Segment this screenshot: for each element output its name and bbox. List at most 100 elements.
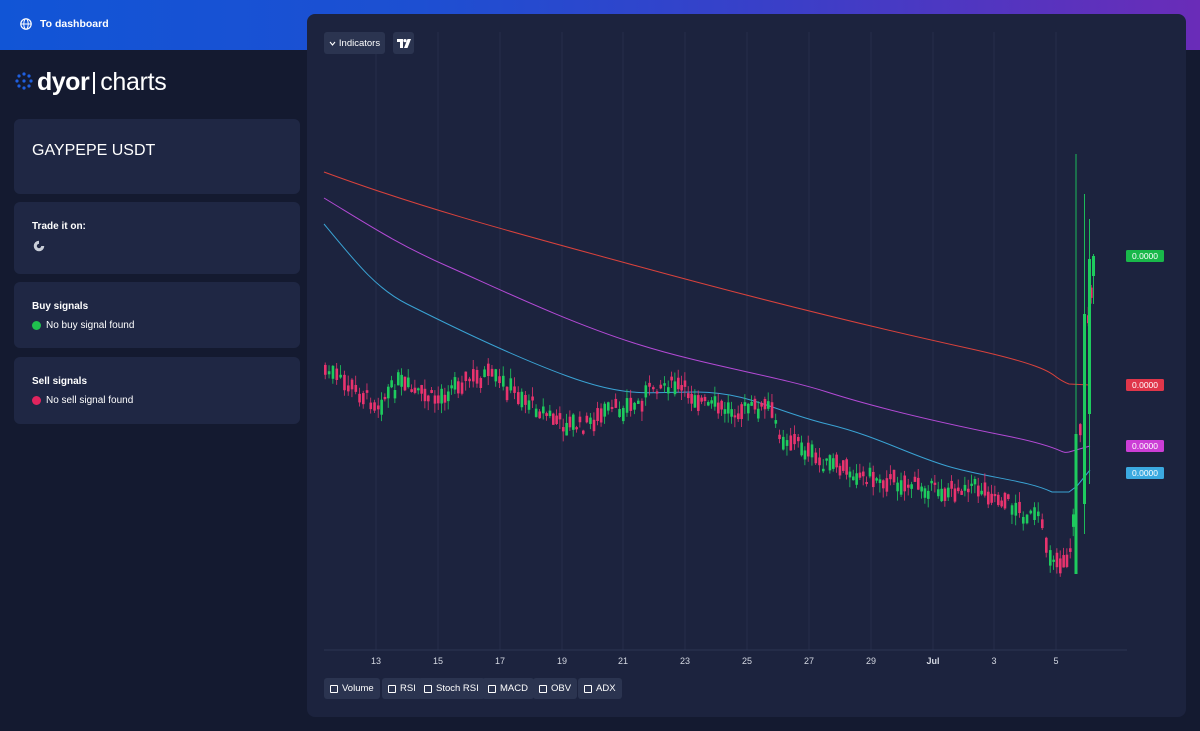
candle-up xyxy=(730,409,733,417)
candle-up xyxy=(450,385,453,389)
price-label-text: 0.0000 xyxy=(1132,468,1158,478)
indicator-toggle-label: Volume xyxy=(342,683,374,694)
indicator-toggle-label: RSI xyxy=(400,683,416,694)
candle-down xyxy=(430,390,433,393)
candle-up xyxy=(637,400,640,404)
candle-down xyxy=(703,396,707,402)
indicator-toggle-rsi[interactable]: RSI xyxy=(382,678,422,699)
candle-up xyxy=(973,478,977,485)
x-tick-label: 19 xyxy=(557,656,567,666)
candle-down xyxy=(683,380,687,387)
candle-down xyxy=(977,485,980,497)
candle-up xyxy=(785,440,789,446)
candle-down xyxy=(882,480,885,489)
candle-up xyxy=(693,395,697,408)
candle-up xyxy=(400,374,403,387)
candle-up xyxy=(397,372,400,386)
candle-up xyxy=(937,489,940,497)
candle-down xyxy=(659,384,663,389)
candle-up xyxy=(625,398,629,413)
candle-down xyxy=(517,392,520,405)
candle-up xyxy=(868,467,872,477)
candle-down xyxy=(733,415,737,418)
candle-up xyxy=(970,483,973,486)
candle-up xyxy=(855,473,858,485)
candle-down xyxy=(907,484,910,488)
candle-down xyxy=(335,368,339,380)
candle-up xyxy=(1092,256,1095,276)
candle-down xyxy=(680,385,683,391)
indicator-toggle-stoch-rsi[interactable]: Stoch RSI xyxy=(418,678,485,699)
indicator-toggle-obv[interactable]: OBV xyxy=(533,678,578,699)
indicator-toggle-adx[interactable]: ADX xyxy=(578,678,622,699)
indicators-label[interactable]: Indicators xyxy=(338,37,381,49)
checkbox-icon[interactable] xyxy=(584,684,592,693)
candle-up xyxy=(782,436,785,450)
candle-up xyxy=(828,455,832,471)
candle-down xyxy=(490,368,494,377)
candle-up xyxy=(527,400,531,410)
candle-up xyxy=(750,401,753,406)
candle-down xyxy=(513,386,516,393)
candle-down xyxy=(862,471,865,477)
logo-word-dyor: dyor xyxy=(37,68,90,96)
price-label-ma-magenta: 0.0000 xyxy=(1126,440,1164,452)
candle-up xyxy=(896,482,899,492)
indicator-toggle-volume[interactable]: Volume xyxy=(324,678,380,699)
candle-down xyxy=(350,379,354,390)
candle-up xyxy=(1014,502,1018,516)
price-chart[interactable]: 13 15 17 19 21 23 25 27 29 Jul 3 5 0.00000.00000.00… xyxy=(307,14,1186,717)
candle-down xyxy=(670,376,673,381)
candle-down xyxy=(845,459,848,475)
tradingview-button[interactable] xyxy=(393,32,414,54)
checkbox-icon[interactable] xyxy=(330,684,338,693)
x-tick-label: 17 xyxy=(495,656,505,666)
price-label-ma-cyan: 0.0000 xyxy=(1126,467,1164,479)
candle-down xyxy=(373,402,376,411)
candle-down xyxy=(797,436,800,442)
candle-up xyxy=(713,396,717,407)
buy-status-text: No buy signal found xyxy=(46,320,135,331)
candle-up xyxy=(767,401,770,409)
candle-down xyxy=(585,415,589,423)
x-tick-label: 5 xyxy=(1053,656,1058,666)
candle-down xyxy=(690,393,693,404)
candle-down xyxy=(835,454,838,468)
candle-down xyxy=(599,408,603,423)
x-tick-label: 27 xyxy=(804,656,814,666)
ma-cyan-line xyxy=(323,223,1091,493)
logo-word-charts: charts xyxy=(100,68,167,96)
candle-up xyxy=(1037,511,1040,517)
indicator-toggle-macd[interactable]: MACD xyxy=(482,678,534,699)
candle-down xyxy=(655,391,659,394)
exchange-logo-icon[interactable] xyxy=(32,239,46,253)
candle-down xyxy=(957,487,960,492)
checkbox-icon[interactable] xyxy=(388,684,396,693)
candle-down xyxy=(700,397,703,402)
candle-up xyxy=(774,420,778,424)
candle-up xyxy=(520,391,524,408)
candle-down xyxy=(420,385,423,394)
checkbox-icon[interactable] xyxy=(488,684,496,693)
chevron-down-icon xyxy=(329,41,336,46)
candle-down xyxy=(987,491,990,505)
candle-up xyxy=(542,406,545,414)
candle-up xyxy=(910,484,913,489)
candle-down xyxy=(479,378,483,388)
candle-up xyxy=(565,422,568,436)
sell-signal-status: No sell signal found xyxy=(32,395,133,406)
candle-down xyxy=(997,494,1000,506)
buy-signals-title: Buy signals xyxy=(32,301,89,312)
to-dashboard-link[interactable]: To dashboard xyxy=(20,18,109,30)
candle-down xyxy=(1055,552,1059,568)
checkbox-icon[interactable] xyxy=(424,684,432,693)
to-dashboard-label[interactable]: To dashboard xyxy=(40,18,109,30)
pair-card: GAYPEPE USDT xyxy=(14,119,300,194)
sell-signals-card: Sell signals No sell signal found xyxy=(14,357,300,424)
candle-up xyxy=(727,402,730,414)
checkbox-icon[interactable] xyxy=(539,684,547,693)
candle-up xyxy=(1088,259,1091,414)
candle-down xyxy=(423,388,427,402)
indicators-button[interactable]: Indicators xyxy=(324,32,385,54)
candle-up xyxy=(607,402,610,411)
